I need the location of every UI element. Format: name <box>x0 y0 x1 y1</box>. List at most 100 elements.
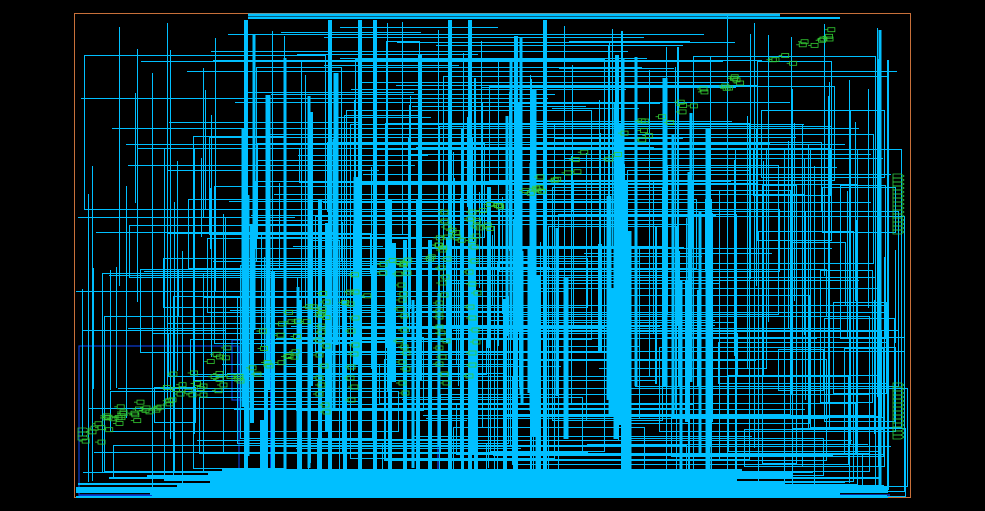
output-port[interactable] <box>892 430 905 436</box>
instance-cell[interactable] <box>319 315 331 321</box>
instance-cell[interactable] <box>376 270 388 276</box>
instance-cell[interactable] <box>786 60 798 66</box>
instance-cell[interactable] <box>281 354 292 360</box>
instance-cell[interactable] <box>400 366 411 372</box>
instance-cell[interactable] <box>92 421 103 427</box>
instance-cell[interactable] <box>468 258 479 264</box>
instance-cell[interactable] <box>344 301 355 307</box>
instance-cell[interactable] <box>224 374 235 379</box>
port-layer[interactable] <box>77 173 905 441</box>
instance-cell[interactable] <box>611 152 623 157</box>
instance-cell[interactable] <box>213 376 224 382</box>
instance-cell[interactable] <box>466 315 477 321</box>
instance-cell[interactable] <box>219 355 230 361</box>
instance-cell[interactable] <box>345 397 356 403</box>
instance-cell[interactable] <box>435 265 446 271</box>
instance-cell[interactable] <box>393 259 404 265</box>
instance-cell[interactable] <box>436 354 447 360</box>
instance-cell[interactable] <box>602 156 614 162</box>
instance-cell[interactable] <box>476 208 487 213</box>
instance-cell[interactable] <box>261 360 272 366</box>
instance-cell[interactable] <box>464 304 475 310</box>
instance-cell[interactable] <box>315 382 326 388</box>
instance-cell[interactable] <box>642 133 653 138</box>
instance-cell[interactable] <box>449 230 461 235</box>
output-port[interactable] <box>892 386 905 392</box>
instance-cell[interactable] <box>133 399 145 405</box>
instance-cell[interactable] <box>796 42 807 48</box>
instance-cell[interactable] <box>302 304 314 310</box>
instance-cell[interactable] <box>463 373 474 379</box>
instance-cell[interactable] <box>143 409 154 415</box>
instance-cell[interactable] <box>300 319 311 325</box>
instance-cell[interactable] <box>318 363 329 369</box>
output-port[interactable] <box>892 177 905 183</box>
instance-cell[interactable] <box>154 404 165 410</box>
instance-cell[interactable] <box>727 75 738 81</box>
instance-cell[interactable] <box>348 384 359 390</box>
instance-cell[interactable] <box>687 103 698 109</box>
instance-cell[interactable] <box>313 337 324 343</box>
instance-cell[interactable] <box>824 27 836 33</box>
instance-cell[interactable] <box>182 388 193 394</box>
instance-cell[interactable] <box>466 350 477 356</box>
output-port[interactable] <box>892 414 905 420</box>
instance-cell[interactable] <box>433 361 444 367</box>
instance-cell[interactable] <box>483 202 494 207</box>
instance-cell[interactable] <box>130 418 142 424</box>
instance-cell[interactable] <box>455 237 466 243</box>
instance-cell[interactable] <box>313 391 324 397</box>
instance-cell[interactable] <box>577 149 589 155</box>
instance-cell[interactable] <box>440 338 451 344</box>
instance-cell[interactable] <box>466 362 477 368</box>
instance-cell[interactable] <box>432 242 444 248</box>
output-port[interactable] <box>77 431 90 437</box>
instance-cell[interactable] <box>471 290 482 296</box>
instance-cell[interactable] <box>441 224 452 230</box>
instance-cell[interactable] <box>436 280 447 286</box>
output-port[interactable] <box>892 390 905 396</box>
instance-cell[interactable] <box>275 360 286 366</box>
instance-cell[interactable] <box>313 352 324 358</box>
output-port[interactable] <box>892 402 905 408</box>
instance-cell[interactable] <box>316 291 328 296</box>
instance-cell[interactable] <box>349 342 360 348</box>
output-port[interactable] <box>77 435 90 441</box>
instance-cell[interactable] <box>470 339 481 345</box>
instance-cell[interactable] <box>393 338 404 344</box>
instance-cell[interactable] <box>435 330 446 336</box>
instance-cell[interactable] <box>655 114 666 120</box>
instance-cell[interactable] <box>433 314 444 320</box>
instance-cell[interactable] <box>398 313 409 319</box>
instance-cell[interactable] <box>569 157 580 163</box>
output-port[interactable] <box>77 427 90 433</box>
instance-cell[interactable] <box>441 256 452 262</box>
instance-cell[interactable] <box>115 415 126 421</box>
instance-cell[interactable] <box>396 380 407 386</box>
instance-cell[interactable] <box>315 309 327 315</box>
instance-cell[interactable] <box>815 37 827 43</box>
instance-cell[interactable] <box>697 86 708 92</box>
instance-cell[interactable] <box>822 33 834 39</box>
instance-cell[interactable] <box>246 365 257 371</box>
instance-cell[interactable] <box>263 363 274 369</box>
instance-cell[interactable] <box>433 308 444 314</box>
instance-cell[interactable] <box>290 334 301 339</box>
instance-cell[interactable] <box>313 375 324 381</box>
instance-cell[interactable] <box>433 324 444 330</box>
instance-cell[interactable] <box>349 315 360 321</box>
instance-cell[interactable] <box>438 292 449 298</box>
output-port[interactable] <box>892 185 905 191</box>
instance-cell[interactable] <box>438 371 449 377</box>
output-port[interactable] <box>892 410 905 416</box>
instance-cell[interactable] <box>729 77 741 83</box>
instance-cell[interactable] <box>399 390 410 396</box>
instance-cell[interactable] <box>160 385 171 390</box>
instance-cell[interactable] <box>190 381 201 386</box>
output-port[interactable] <box>892 201 905 207</box>
instance-cell[interactable] <box>220 345 232 351</box>
instance-cell[interactable] <box>377 261 388 267</box>
instance-cell[interactable] <box>465 238 477 244</box>
instance-cell[interactable] <box>234 378 245 384</box>
